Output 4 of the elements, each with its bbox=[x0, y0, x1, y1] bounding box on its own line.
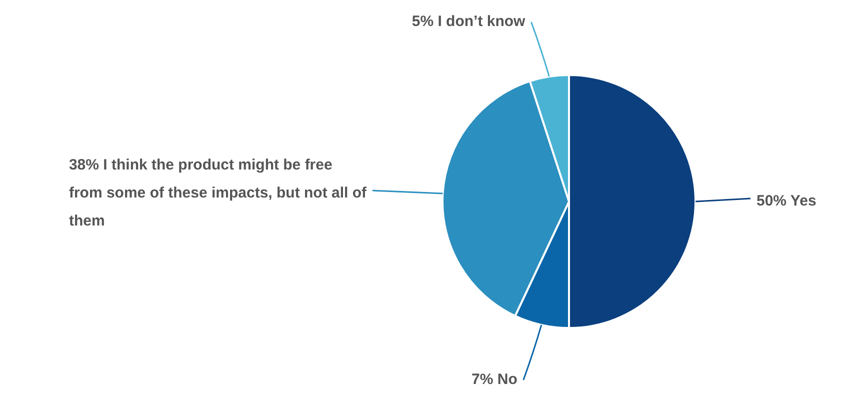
slice-label: 7% No bbox=[472, 371, 518, 388]
slice-label: 5% I don’t know bbox=[412, 13, 526, 30]
slice-label: 50% Yes bbox=[756, 192, 816, 210]
slice-label: 38% I think the product might be free from some of these impacts, but not all of them bbox=[68, 156, 368, 230]
